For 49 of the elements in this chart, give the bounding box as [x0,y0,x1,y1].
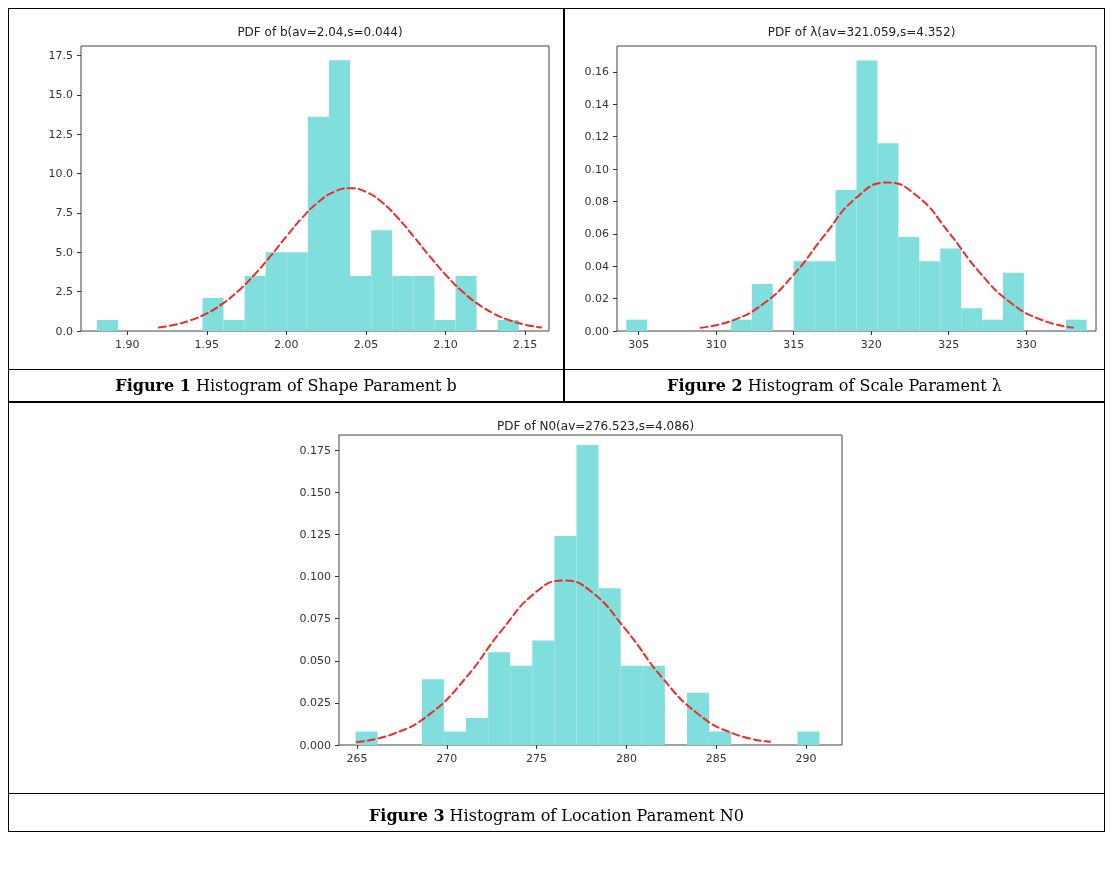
x-tick-label: 305 [628,338,650,351]
y-tick-label: 0.02 [584,292,609,306]
y-tick-label: 0.125 [299,527,331,541]
x-tick-label: 270 [436,752,458,765]
x-tick-label: 310 [705,338,727,351]
x-tick-label: 2.10 [433,338,458,351]
x-tick-label: 275 [526,752,548,765]
x-tick-label: 315 [783,338,805,351]
y-tick-label: 0.150 [299,485,331,499]
caption: Figure 2 Histogram of Scale Parament λ [667,376,1002,395]
y-tick-label: 0.00 [584,324,609,338]
chart-title: PDF of λ(av=321.059,s=4.352) [767,25,956,39]
y-tick-label: 12.5 [48,127,73,141]
y-tick-label: 5.0 [55,245,73,259]
x-tick-label: 290 [795,752,817,765]
y-tick-label: 0.16 [584,65,609,79]
y-tick-label: 0.0 [55,324,73,338]
y-tick-label: 0.12 [584,130,609,144]
x-tick-label: 1.90 [114,338,140,351]
y-tick-label: 17.5 [48,48,73,62]
y-tick-label: 7.5 [55,206,73,220]
x-tick-label: 330 [1015,338,1037,351]
y-tick-label: 0.06 [584,227,609,241]
x-tick-label: 265 [346,752,368,765]
y-tick-label: 0.14 [584,97,609,111]
y-tick-label: 0.100 [299,570,331,584]
y-tick-label: 0.000 [299,738,331,752]
y-tick-label: 10.0 [48,167,73,181]
x-tick-label: 2.00 [274,338,299,351]
x-tick-label: 325 [938,338,960,351]
x-tick-label: 280 [615,752,637,765]
x-tick-label: 2.15 [512,338,538,351]
y-tick-label: 0.08 [584,194,609,208]
y-tick-label: 0.075 [299,612,331,626]
x-tick-label: 2.05 [353,338,379,351]
y-tick-label: 0.10 [584,162,609,176]
y-tick-label: 0.050 [299,654,331,668]
y-tick-label: 15.0 [48,88,73,102]
caption: Figure 3 Histogram of Location Parament N0 [368,806,745,825]
x-tick-label: 320 [860,338,882,351]
y-tick-label: 0.175 [299,443,331,457]
y-tick-label: 0.025 [299,696,331,710]
x-tick-label: 285 [705,752,727,765]
chart-title: PDF of N0(av=276.523,s=4.086) [496,419,695,433]
caption: Figure 1 Histogram of Shape Parament b [115,376,457,395]
y-tick-label: 2.5 [55,285,73,299]
y-tick-label: 0.04 [584,259,609,273]
chart-title: PDF of b(av=2.04,s=0.044) [237,25,403,39]
x-tick-label: 1.95 [194,338,220,351]
